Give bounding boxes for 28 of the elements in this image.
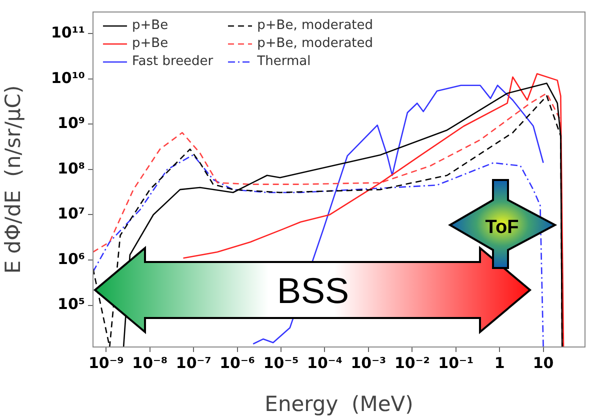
y-tick-label: 10⁹ (58, 114, 85, 132)
x-tick-label: 10⁻⁷ (176, 354, 212, 372)
legend-label: p+Be, moderated (257, 36, 374, 51)
x-tick-label: 10⁻⁶ (220, 354, 255, 372)
x-tick-label: 10⁻⁹ (88, 354, 124, 372)
y-tick-label: 10¹¹ (50, 23, 85, 42)
y-tick-label: 10⁶ (58, 250, 85, 268)
x-tick-label: 1 (494, 354, 505, 372)
x-tick-label: 10⁻⁸ (132, 354, 168, 372)
x-tick-label: 10⁻¹ (438, 354, 474, 372)
legend-label: p+Be (132, 18, 168, 33)
x-axis-title: Energy (MeV) (264, 392, 414, 416)
x-tick-label: 10⁻⁴ (307, 354, 342, 372)
y-axis-title: E dΦ/dE (n/sr/μC) (1, 85, 26, 274)
legend-label: p+Be (132, 36, 168, 51)
y-tick-label: 10⁷ (58, 204, 85, 223)
x-tick-label: 10⁻² (394, 354, 430, 372)
x-tick-label: 10⁻⁵ (263, 354, 299, 372)
legend-label: p+Be, moderated (257, 18, 374, 33)
y-tick-label: 10⁸ (58, 159, 85, 178)
annotation: BSS (276, 270, 350, 311)
legend-label: Thermal (257, 54, 311, 69)
annotation: ToF (485, 217, 519, 238)
y-tick-label: 10⁵ (58, 295, 85, 314)
legend-label: Fast breeder (132, 54, 214, 69)
x-tick-label: 10 (532, 354, 554, 372)
x-tick-label: 10⁻³ (350, 354, 386, 372)
y-tick-label: 10¹⁰ (50, 68, 85, 87)
